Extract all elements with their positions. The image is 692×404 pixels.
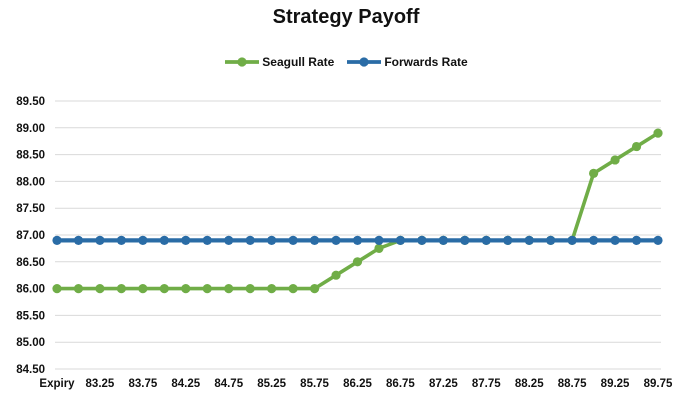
forwards-rate-marker (417, 235, 427, 245)
forwards-rate-marker (181, 235, 191, 245)
seagull-rate-marker (653, 128, 663, 138)
forwards-rate-marker (524, 235, 534, 245)
forwards-rate-marker (159, 235, 169, 245)
forwards-rate-marker (610, 235, 620, 245)
legend-item-seagull-rate: Seagull Rate (224, 55, 334, 69)
seagull-rate-marker (52, 284, 62, 294)
seagull-rate-marker (159, 284, 169, 294)
forwards-rate-marker (438, 235, 448, 245)
forwards-rate-marker (95, 235, 105, 245)
forwards-rate-marker (331, 235, 341, 245)
y-tick-label: 86.00 (16, 284, 45, 296)
x-tick-label: Expiry (39, 378, 75, 390)
y-tick-label: 89.00 (16, 123, 45, 135)
seagull-rate-marker (267, 284, 277, 294)
forwards-rate-marker (267, 235, 277, 245)
forwards-rate-marker (546, 235, 556, 245)
forwards-rate-marker (288, 235, 298, 245)
seagull-rate-marker (181, 284, 191, 294)
x-tick-label: 89.75 (644, 378, 673, 390)
y-tick-label: 85.50 (16, 310, 45, 322)
seagull-rate-marker (245, 284, 255, 294)
x-tick-label: 86.75 (386, 378, 415, 390)
forwards-rate-marker (116, 235, 126, 245)
seagull-rate-marker (138, 284, 148, 294)
x-tick-label: 86.25 (343, 378, 372, 390)
forwards-rate-marker (224, 235, 234, 245)
forwards-rate-marker (631, 235, 642, 245)
forwards-rate-marker (352, 235, 363, 245)
y-tick-label: 87.00 (16, 230, 45, 242)
y-tick-label: 86.50 (16, 257, 45, 269)
forwards-rate-marker (309, 235, 320, 245)
x-axis-labels: Expiry 83.25 83.75 84.25 84.75 85.25 85.75 86.2… (39, 378, 673, 390)
series-forwards-rate (52, 235, 663, 245)
x-tick-label: 89.25 (601, 378, 630, 390)
legend-item-forwards-rate: Forwards Rate (346, 55, 468, 69)
y-tick-label: 89.50 (16, 96, 45, 108)
x-tick-label: 88.25 (515, 378, 544, 390)
seagull-rate-marker (224, 284, 234, 294)
x-tick-label: 87.25 (429, 378, 458, 390)
seagull-rate-marker (73, 284, 84, 294)
forwards-rate-marker (395, 235, 406, 245)
seagull-rate-marker (610, 155, 620, 165)
forwards-rate-marker (374, 235, 384, 245)
x-tick-label: 84.25 (171, 378, 200, 390)
seagull-rate-marker (202, 284, 212, 294)
y-tick-label: 84.50 (16, 364, 45, 376)
seagull-rate-marker (631, 141, 642, 152)
legend-label-seagull-rate: Seagull Rate (262, 55, 335, 69)
forwards-rate-marker (653, 235, 663, 245)
legend-label-forwards-rate: Forwards Rate (384, 55, 468, 69)
seagull-rate-marker (352, 257, 363, 267)
chart-legend: Seagull Rate Forwards Rate (0, 55, 692, 69)
forwards-rate-marker (460, 235, 470, 245)
x-tick-label: 83.25 (86, 378, 115, 390)
x-tick-label: 87.75 (472, 378, 501, 390)
forwards-rate-marker (481, 235, 491, 245)
series-seagull-rate (52, 128, 663, 294)
x-tick-label: 85.25 (257, 378, 286, 390)
gridlines (55, 100, 661, 370)
forwards-rate-marker (138, 235, 148, 245)
y-axis-labels: 89.50 89.00 88.50 88.00 87.50 87.00 86.50 86.00… (16, 96, 45, 376)
forwards-rate-marker (245, 235, 255, 245)
forwards-rate-marker (503, 235, 513, 245)
forwards-rate-legend-marker-icon (347, 57, 382, 67)
x-tick-label: 84.75 (214, 378, 243, 390)
forwards-rate-marker (73, 235, 84, 245)
forwards-rate-marker (567, 235, 577, 245)
seagull-rate-marker (288, 284, 298, 294)
y-tick-label: 88.00 (16, 176, 45, 188)
seagull-rate-marker (331, 270, 341, 280)
y-tick-label: 88.50 (16, 150, 45, 162)
forwards-rate-marker (52, 235, 62, 245)
chart-title: Strategy Payoff (272, 6, 420, 28)
seagull-rate-marker (95, 284, 105, 294)
seagull-rate-marker (116, 284, 126, 294)
x-tick-label: 85.75 (300, 378, 329, 390)
seagull-rate-marker (374, 243, 384, 253)
y-tick-label: 85.00 (16, 337, 45, 349)
seagull-rate-marker (309, 284, 320, 294)
forwards-rate-marker (589, 235, 599, 245)
seagull-rate-marker (589, 168, 599, 178)
x-tick-label: 83.75 (128, 378, 157, 390)
x-tick-label: 88.75 (558, 378, 587, 390)
forwards-rate-marker (202, 235, 212, 245)
y-tick-label: 87.50 (16, 203, 45, 215)
seagull-rate-legend-marker-icon (225, 57, 260, 67)
